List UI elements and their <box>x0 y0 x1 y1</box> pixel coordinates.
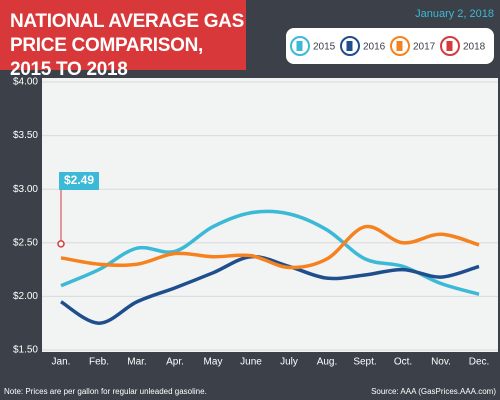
x-tick-label: July <box>280 357 298 368</box>
source: Source: AAA (GasPrices.AAA.com) <box>371 387 496 396</box>
legend-label: 2016 <box>363 42 386 53</box>
legend-icon-pump <box>446 41 453 51</box>
chart-title: NATIONAL AVERAGE GAS PRICE COMPARISON, 2… <box>0 0 246 80</box>
legend-icon <box>290 36 310 56</box>
y-tick-label: $2.50 <box>13 237 38 248</box>
series-line <box>60 254 480 325</box>
y-tick-label: $3.50 <box>13 130 38 141</box>
annotation-box <box>59 172 99 190</box>
y-tick-label: $3.00 <box>13 184 38 195</box>
legend-icon-pump <box>346 41 353 51</box>
x-tick-label: May <box>204 357 223 368</box>
legend-label: 2017 <box>413 42 436 53</box>
y-tick-label: $1.50 <box>13 345 38 356</box>
series-line <box>60 224 480 270</box>
x-tick-label: Dec. <box>469 357 490 368</box>
legend-label: 2015 <box>313 42 336 53</box>
x-tick-label: Apr. <box>166 357 184 368</box>
x-tick-label: Mar. <box>127 357 146 368</box>
legend-icon <box>440 36 460 56</box>
data-label: $2.49 <box>64 173 94 187</box>
x-tick-label: June <box>240 357 262 368</box>
legend-label: 2018 <box>463 42 486 53</box>
x-tick-label: Sept. <box>353 357 376 368</box>
x-tick-label: Oct. <box>394 357 412 368</box>
legend-icon <box>340 36 360 56</box>
legend-icon-pump <box>396 41 403 51</box>
x-tick-label: Jan. <box>52 357 71 368</box>
note: Note: Prices are per gallon for regular … <box>4 387 207 396</box>
legend-icon <box>390 36 410 56</box>
y-tick-label: $2.00 <box>13 291 38 302</box>
x-tick-label: Feb. <box>89 357 109 368</box>
plot-area <box>42 78 498 352</box>
point <box>57 240 65 248</box>
x-tick-label: Nov. <box>431 357 451 368</box>
legend-icon-pump <box>296 41 303 51</box>
y-tick-label: $4.00 <box>13 77 38 88</box>
subtitle: January 2, 2018 <box>415 8 494 20</box>
series-line <box>60 209 480 296</box>
x-tick-label: Aug. <box>317 357 338 368</box>
